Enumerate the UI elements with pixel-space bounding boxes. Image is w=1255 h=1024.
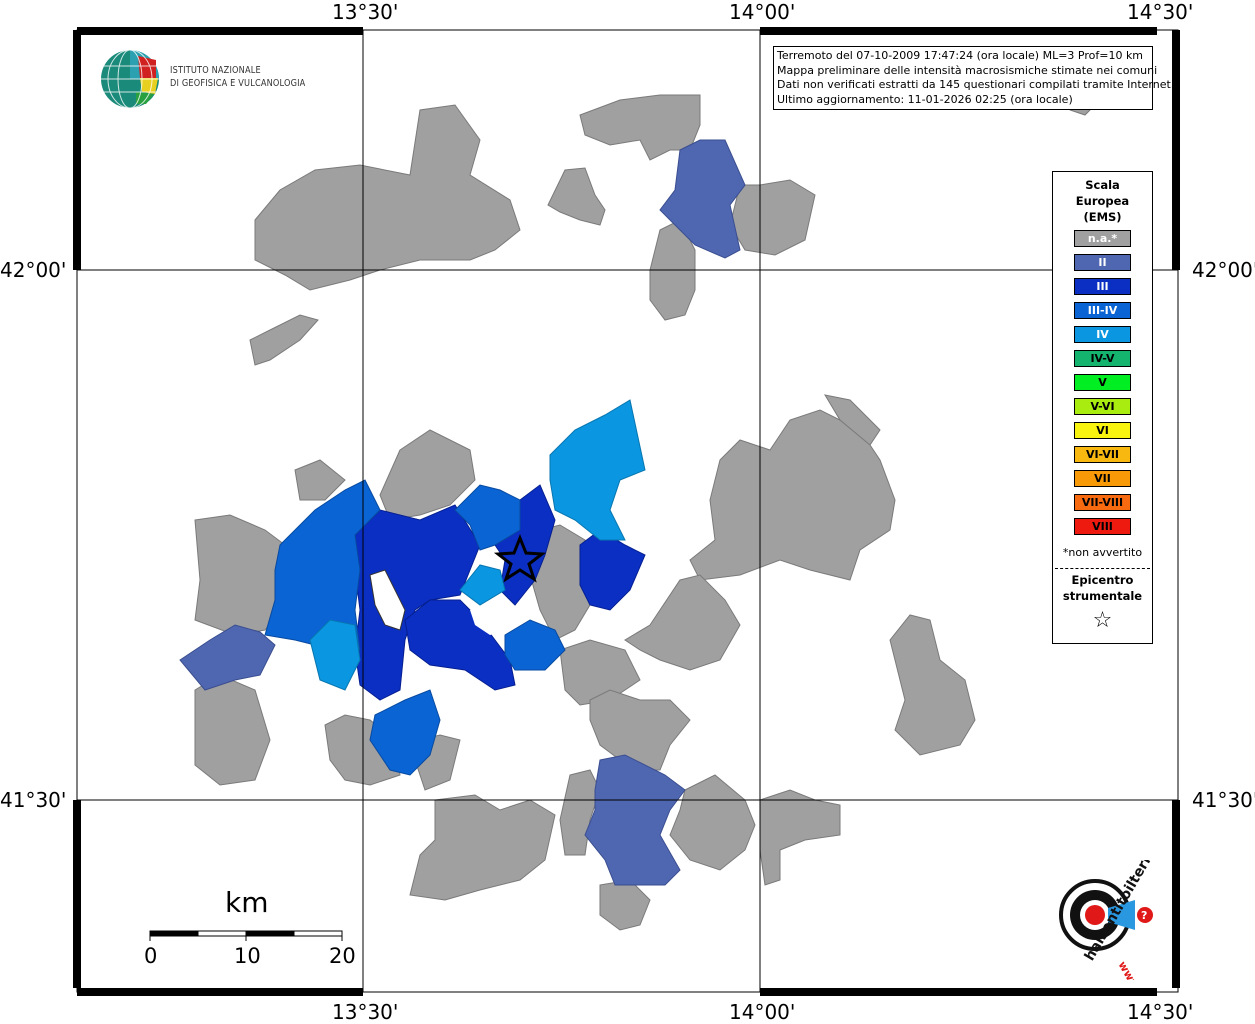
municipalities-ii: [179, 139, 746, 886]
info-line: Mappa preliminare delle intensità macros…: [777, 63, 1158, 77]
bottom-coord-label: 14°30': [1127, 1000, 1194, 1024]
legend-item: VII: [1074, 470, 1131, 487]
municipalities-iii-iv: [264, 479, 566, 776]
scale-bar-label: 0: [144, 944, 158, 968]
lake: [369, 569, 406, 631]
info-line: Dati non verificati estratti da 145 ques…: [777, 78, 1175, 91]
right-coord-label: 42°00': [1192, 258, 1255, 282]
legend-epicenter-line: strumentale: [1062, 589, 1143, 603]
graticule: [77, 30, 1178, 992]
bottom-coord-label: 13°30': [332, 1000, 399, 1024]
legend-item: VIII: [1074, 518, 1131, 535]
intensity-legend: Scala Europea (EMS) n.a.* II III III-IV IV IV…: [1052, 171, 1153, 644]
legend-item: VI: [1074, 422, 1131, 439]
legend-title-line: Europea: [1075, 194, 1130, 208]
event-info-box: Terremoto del 07-10-2009 17:47:24 (ora l…: [773, 46, 1175, 110]
bottom-coord-label: 14°00': [729, 1000, 796, 1024]
legend-item: IV-V: [1074, 350, 1131, 367]
legend-item: n.a.*: [1074, 230, 1131, 247]
legend-item: II: [1074, 254, 1131, 271]
legend-item: V: [1074, 374, 1131, 391]
question-mark-icon: ?: [1141, 909, 1147, 922]
legend-item: IV: [1074, 326, 1131, 343]
legend-note: *non avvertito: [1062, 546, 1143, 559]
top-coord-label: 14°30': [1127, 0, 1194, 24]
scale-bar-label: 10: [234, 944, 261, 968]
top-coord-label: 14°00': [729, 0, 796, 24]
left-coord-label: 42°00': [0, 258, 67, 282]
legend-item: V-VI: [1074, 398, 1131, 415]
ingv-globe-icon: [100, 48, 162, 114]
legend-epicenter-line: Epicentro: [1071, 573, 1134, 587]
legend-title-line: (EMS): [1083, 210, 1122, 224]
left-coord-label: 41°30': [0, 788, 67, 812]
legend-title: Scala Europea (EMS): [1053, 177, 1152, 225]
legend-item: VII-VIII: [1074, 494, 1131, 511]
top-coord-label: 13°30': [332, 0, 399, 24]
scale-bar-label: 20: [329, 944, 356, 968]
info-line: Terremoto del 07-10-2009 17:47:24 (ora l…: [777, 49, 1144, 62]
legend-item: III-IV: [1074, 302, 1131, 319]
scale-bar: [149, 930, 343, 941]
ingv-name: ISTITUTO NAZIONALE DI GEOFISICA E VULCAN…: [170, 64, 305, 90]
epicenter-star-icon: [493, 533, 547, 583]
scale-bar-unit: km: [225, 886, 269, 919]
municipalities-iv: [309, 399, 646, 691]
legend-epicenter-label: Epicentro strumentale: [1053, 572, 1152, 604]
right-coord-label: 41°30': [1192, 788, 1255, 812]
www-text: www.: [1115, 959, 1143, 980]
legend-item: VI-VII: [1074, 446, 1131, 463]
legend-title-line: Scala: [1085, 178, 1120, 192]
legend-item: III: [1074, 278, 1131, 295]
ingv-name-line1: ISTITUTO NAZIONALE: [170, 65, 261, 76]
haisentito-logo: ? haisentitoilterremoto.it www.: [1030, 794, 1189, 995]
info-line: Ultimo aggiornamento: 11-01-2026 02:25 (…: [777, 92, 1073, 106]
white-area: [470, 600, 520, 635]
border-ticks: [73, 27, 1180, 996]
legend-star-icon: ☆: [1092, 608, 1113, 633]
ingv-name-line2: DI GEOFISICA E VULCANOLOGIA: [170, 78, 306, 89]
legend-divider: [1055, 568, 1150, 569]
